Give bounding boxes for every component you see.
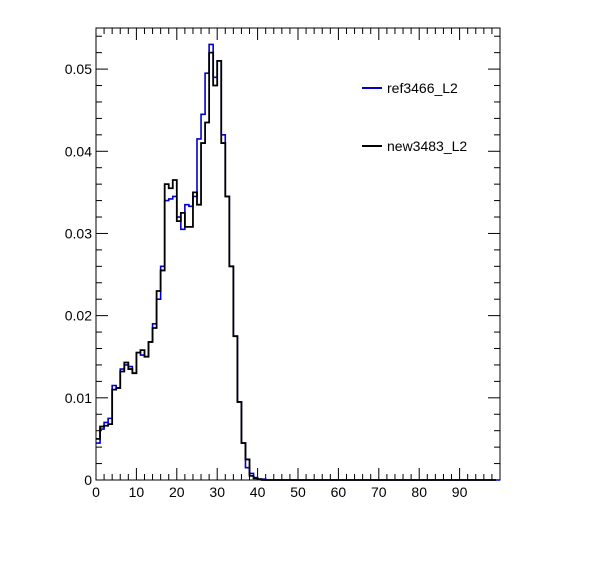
y-tick-label: 0 (84, 472, 92, 488)
series-line-new3483_L2 (96, 51, 496, 481)
x-tick-label: 90 (452, 484, 468, 500)
x-tick-label: 0 (92, 484, 100, 500)
x-tick-label: 30 (209, 484, 225, 500)
x-tick-label: 10 (129, 484, 145, 500)
legend-label: ref3466_L2 (387, 80, 458, 96)
y-tick-label: 0.05 (65, 61, 92, 77)
series-layer (96, 43, 500, 481)
x-tick-label: 50 (290, 484, 306, 500)
x-tick-label: 20 (169, 484, 185, 500)
x-tick-label: 70 (371, 484, 387, 500)
y-tick-label: 0.01 (65, 390, 92, 406)
legend-label: new3483_L2 (387, 138, 467, 154)
x-tick-label: 60 (331, 484, 347, 500)
x-tick-label: 80 (411, 484, 427, 500)
y-tick-label: 0.03 (65, 225, 92, 241)
plot-frame (95, 27, 501, 481)
y-tick-label: 0.04 (65, 143, 92, 159)
x-axis: 0 10 20 30 40 50 60 70 80 90 (92, 28, 501, 500)
x-tick-label: 40 (250, 484, 266, 500)
legend: ref3466_L2 new3483_L2 (362, 80, 467, 154)
y-tick-label: 0.02 (65, 308, 92, 324)
